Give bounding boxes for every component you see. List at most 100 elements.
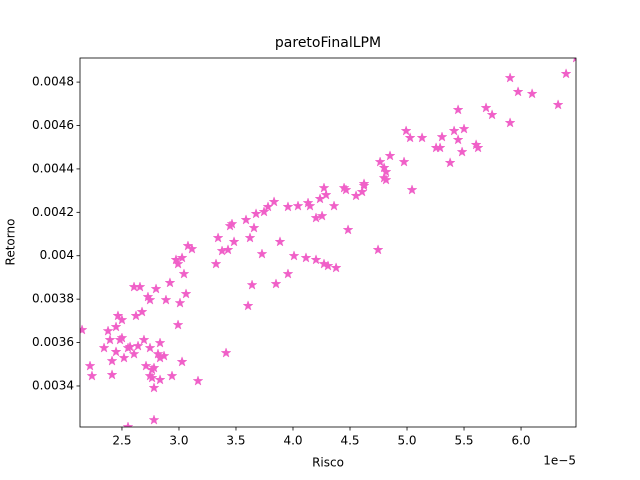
data-point	[178, 268, 190, 279]
y-tick-label: 0.0038	[32, 292, 74, 306]
data-point	[504, 72, 516, 83]
data-point	[104, 334, 116, 345]
data-point	[452, 134, 464, 145]
data-point	[128, 348, 140, 359]
data-point	[174, 297, 186, 308]
data-point	[380, 166, 392, 177]
data-point	[472, 142, 484, 153]
data-point	[458, 123, 470, 134]
data-point	[134, 281, 146, 292]
data-point	[148, 414, 160, 425]
data-point	[154, 337, 166, 348]
data-point	[118, 352, 130, 363]
x-tick-label: 4.5	[340, 434, 359, 448]
data-point	[436, 131, 448, 142]
y-tick-label: 0.0048	[32, 75, 74, 89]
data-point	[172, 258, 184, 269]
data-point	[160, 294, 172, 305]
data-point	[210, 258, 222, 269]
data-point	[228, 236, 240, 247]
data-point	[268, 196, 280, 207]
data-point	[116, 314, 128, 325]
data-point	[358, 180, 370, 191]
data-point	[552, 99, 564, 110]
data-point	[384, 150, 396, 161]
data-point	[328, 200, 340, 211]
data-point	[448, 125, 460, 136]
data-point	[106, 369, 118, 380]
data-point	[320, 189, 332, 200]
data-point	[132, 340, 144, 351]
data-point	[80, 324, 88, 335]
data-point	[270, 278, 282, 289]
data-point	[116, 332, 128, 343]
data-point	[480, 102, 492, 113]
x-tick-label: 5.0	[397, 434, 416, 448]
y-tick-label: 0.0042	[32, 205, 74, 219]
data-point	[220, 347, 232, 358]
data-point	[154, 374, 166, 385]
data-point	[138, 334, 150, 345]
data-point	[248, 222, 260, 233]
data-point	[444, 157, 456, 168]
data-point	[416, 132, 428, 143]
data-point	[374, 156, 386, 167]
x-tick-label: 3.5	[226, 434, 245, 448]
data-point	[310, 254, 322, 265]
y-tick-label: 0.0046	[32, 118, 74, 132]
y-tick-label: 0.0044	[32, 161, 74, 175]
data-point	[282, 268, 294, 279]
data-point	[456, 146, 468, 157]
data-point	[288, 250, 300, 261]
data-point	[434, 142, 446, 153]
plot-area	[80, 58, 576, 427]
data-point	[144, 294, 156, 305]
x-tick-label: 6.0	[511, 434, 530, 448]
data-point	[102, 325, 114, 336]
data-point	[378, 162, 390, 173]
data-point	[222, 244, 234, 255]
x-tick-label: 5.5	[454, 434, 473, 448]
axes-frame	[79, 57, 577, 428]
data-point	[246, 279, 258, 290]
data-point	[244, 232, 256, 243]
y-tick-label: 0.004	[40, 248, 74, 262]
data-point	[356, 186, 368, 197]
data-point	[166, 370, 178, 381]
data-point	[176, 252, 188, 263]
data-point	[258, 206, 270, 217]
data-point	[560, 68, 572, 79]
data-point	[372, 244, 384, 255]
data-point	[144, 342, 156, 353]
data-point	[150, 283, 162, 294]
data-point	[504, 117, 516, 128]
data-point	[148, 362, 160, 373]
data-point	[98, 342, 110, 353]
data-point	[322, 260, 334, 271]
data-point	[140, 360, 152, 371]
data-point	[304, 200, 316, 211]
data-point	[452, 104, 464, 115]
data-point	[300, 252, 312, 263]
data-point	[180, 288, 192, 299]
data-point	[526, 88, 538, 99]
data-point	[164, 277, 176, 288]
data-point	[158, 350, 170, 361]
data-point	[136, 306, 148, 317]
data-point	[512, 86, 524, 97]
data-point	[404, 132, 416, 143]
x-tick-label: 3.0	[169, 434, 188, 448]
data-point	[124, 341, 136, 352]
data-point	[176, 356, 188, 367]
data-point	[316, 210, 328, 221]
data-point	[330, 262, 342, 273]
data-point	[146, 372, 158, 383]
y-tick-label: 0.0034	[32, 378, 74, 392]
data-point	[342, 224, 354, 235]
data-point	[292, 200, 304, 211]
data-point	[380, 174, 392, 185]
data-point	[406, 184, 418, 195]
data-point	[486, 109, 498, 120]
data-point	[112, 310, 124, 321]
